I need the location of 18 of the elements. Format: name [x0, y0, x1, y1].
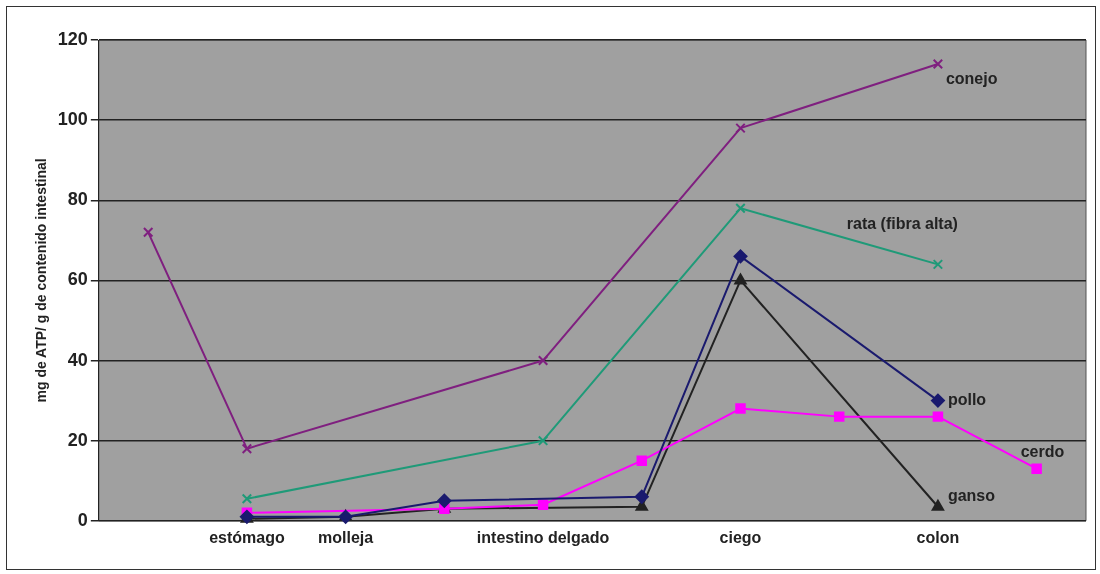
y-tick-label: 120	[57, 28, 88, 49]
series-label: cerdo	[1020, 443, 1065, 461]
y-axis-title: mg de ATP/ g de contenido intestinal	[33, 158, 50, 403]
x-tick-label: colon	[916, 528, 960, 546]
series-label: pollo	[947, 391, 987, 409]
x-tick-label: intestino delgado	[476, 528, 610, 546]
x-tick-label: molleja	[318, 528, 374, 546]
y-tick-label: 40	[67, 349, 88, 370]
series-label: rata (fibra alta)	[846, 214, 958, 232]
x-tick-label: estómago	[209, 528, 285, 546]
y-tick-label: 80	[67, 189, 88, 210]
y-tick-label: 0	[77, 509, 88, 530]
series-label: ganso	[947, 487, 996, 505]
x-tick-label: ciego	[719, 528, 762, 546]
y-tick-label: 100	[57, 109, 88, 130]
series-label: conejo	[945, 70, 998, 88]
y-tick-label: 20	[67, 429, 88, 450]
y-tick-label: 60	[67, 269, 88, 290]
